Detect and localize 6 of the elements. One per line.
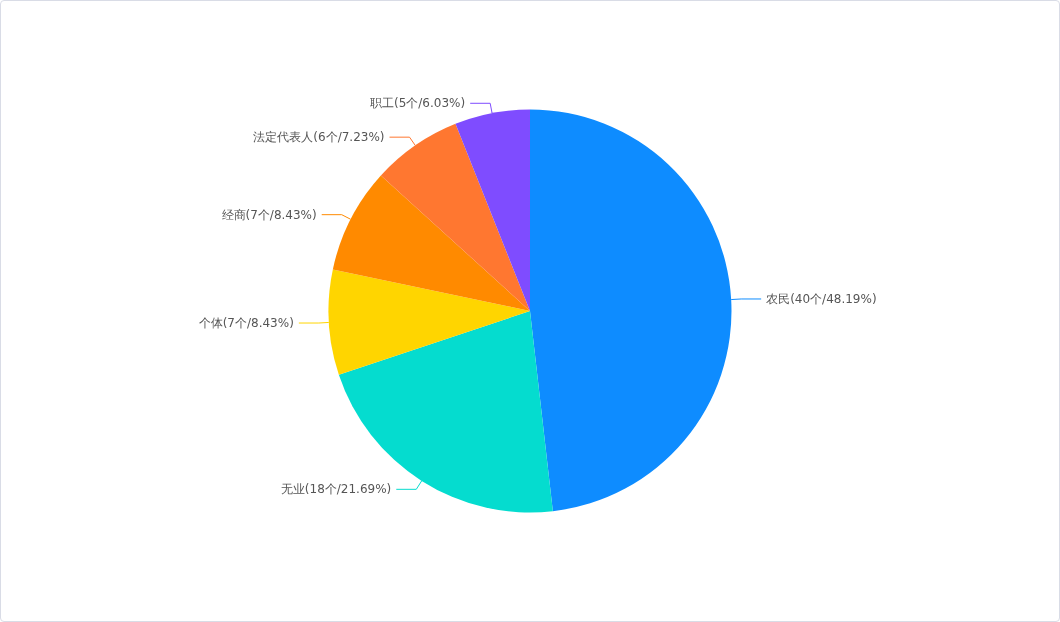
slice-label: 无业(18个/21.69%) [280,482,392,497]
slice-label: 职工(5个/6.03%) [370,96,466,111]
slice-label: 个体(7个/8.43%) [198,316,294,331]
slice-label: 法定代表人(6个/7.23%) [253,130,385,145]
slice-label: 经商(7个/8.43%) [221,207,317,222]
slice-label: 农民(40个/48.19%) [766,291,877,306]
